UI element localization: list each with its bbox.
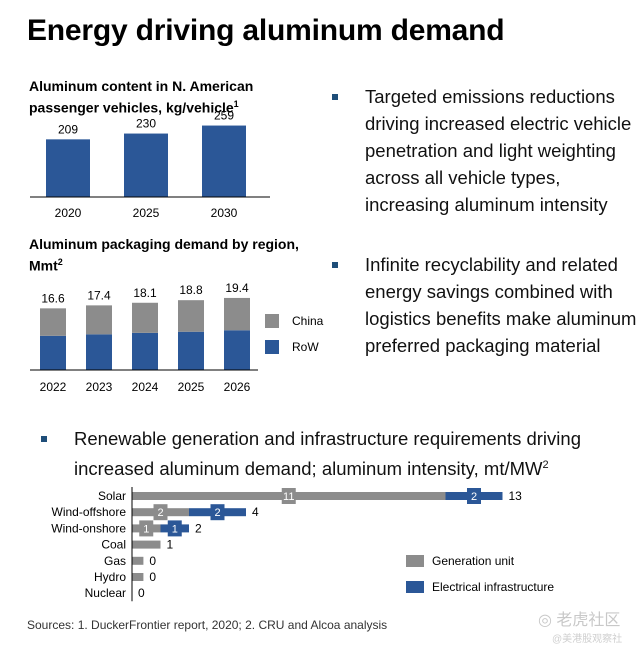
x-tick-label: 2023	[86, 380, 113, 394]
data-label: 230	[136, 117, 156, 131]
watermark: ◎ 老虎社区	[538, 612, 621, 629]
legend-swatch-RoW	[265, 340, 279, 354]
total-label: 2	[195, 521, 202, 535]
category-label: Wind-onshore	[51, 521, 126, 535]
bar-Generation unit-Gas	[132, 556, 144, 565]
category-label: Gas	[104, 554, 126, 568]
value-label-box	[153, 504, 168, 521]
segment-label: 1	[172, 523, 178, 535]
packaging-demand-chart: 16.6 2022 17.4 2023 18.1 2024 18.8 2025 19.4 2026…	[30, 281, 324, 394]
bar-Generation unit-Hydro	[132, 573, 144, 581]
bullet-marker	[41, 436, 47, 442]
value-label-box	[139, 520, 154, 537]
bullet-marker	[332, 262, 338, 268]
segment-label: 1	[143, 523, 149, 535]
packaging-chart-title: Aluminum packaging demand by region, Mmt…	[29, 236, 299, 274]
vehicle-chart-title: Aluminum content in N. American passenge…	[29, 78, 254, 116]
category-label: Nuclear	[85, 586, 126, 600]
x-tick-label: 2024	[132, 380, 159, 394]
bar-China-2025	[178, 300, 204, 332]
x-tick-label: 2026	[224, 380, 251, 394]
bar-RoW-2025	[178, 331, 204, 370]
total-label: 13	[509, 489, 523, 503]
legend-label: China	[292, 314, 324, 328]
x-tick-label: 2022	[40, 380, 67, 394]
value-label-box	[281, 488, 296, 504]
legend-swatch-Generation unit	[406, 555, 424, 567]
total-label: 1	[167, 538, 174, 552]
data-label: 259	[214, 110, 234, 123]
total-label: 17.4	[87, 288, 111, 302]
segment-label: 2	[214, 507, 220, 519]
page-title: Energy driving aluminum demand	[27, 14, 505, 47]
legend-swatch-China	[265, 314, 279, 328]
segment-label: 11	[283, 491, 294, 503]
vehicle-aluminum-chart: 209 2020 230 2025 259 2030	[30, 110, 270, 220]
total-label: 0	[149, 570, 156, 584]
bullet-3-text: Renewable generation and infrastructure …	[74, 428, 581, 480]
total-label: 0	[138, 586, 145, 600]
x-tick-label: 2025	[178, 380, 205, 394]
watermark-icon: ◎	[538, 612, 557, 629]
legend-swatch-Electrical infrastructure	[406, 581, 424, 593]
bar-RoW-2026	[224, 330, 250, 370]
segment-label: 2	[157, 507, 163, 519]
bar-RoW-2022	[40, 335, 66, 370]
segment-label: 2	[471, 491, 477, 503]
x-tick-label: 2030	[211, 206, 238, 220]
category-label: Wind-offshore	[52, 505, 127, 519]
bar-China-2022	[40, 308, 66, 336]
bar-Generation unit-Coal	[132, 540, 161, 549]
value-label-box	[167, 520, 182, 537]
bullet-2-text: Infinite recyclability and related energ…	[365, 254, 637, 356]
total-label: 16.6	[41, 291, 65, 305]
legend-label: Generation unit	[432, 554, 515, 568]
data-label: 209	[58, 122, 78, 136]
x-tick-label: 2020	[55, 206, 82, 220]
total-label: 18.1	[133, 286, 157, 300]
bar-China-2023	[86, 305, 112, 335]
category-label: Coal	[101, 538, 126, 552]
total-label: 4	[252, 505, 259, 519]
total-label: 0	[149, 554, 156, 568]
total-label: 19.4	[225, 281, 249, 295]
legend-label: RoW	[292, 340, 319, 354]
bar-RoW-2023	[86, 334, 112, 370]
bar-2030	[202, 125, 246, 197]
x-tick-label: 2025	[133, 206, 160, 220]
total-label: 18.8	[179, 283, 203, 297]
bullet-1-text: Targeted emissions reductions driving in…	[365, 86, 632, 215]
bullet-marker	[332, 94, 338, 100]
value-label-box	[467, 488, 481, 504]
bar-2020	[46, 139, 90, 197]
sources-footnote: Sources: 1. DuckerFrontier report, 2020;…	[27, 618, 388, 632]
category-label: Solar	[98, 489, 126, 503]
bar-RoW-2024	[132, 332, 158, 370]
bar-China-2026	[224, 297, 250, 331]
bar-2025	[124, 133, 168, 197]
watermark-sub: @美港股观察社	[552, 634, 623, 645]
value-label-box	[210, 504, 225, 521]
legend-label: Electrical infrastructure	[432, 580, 554, 594]
category-label: Hydro	[94, 570, 126, 584]
bar-China-2024	[132, 302, 158, 333]
